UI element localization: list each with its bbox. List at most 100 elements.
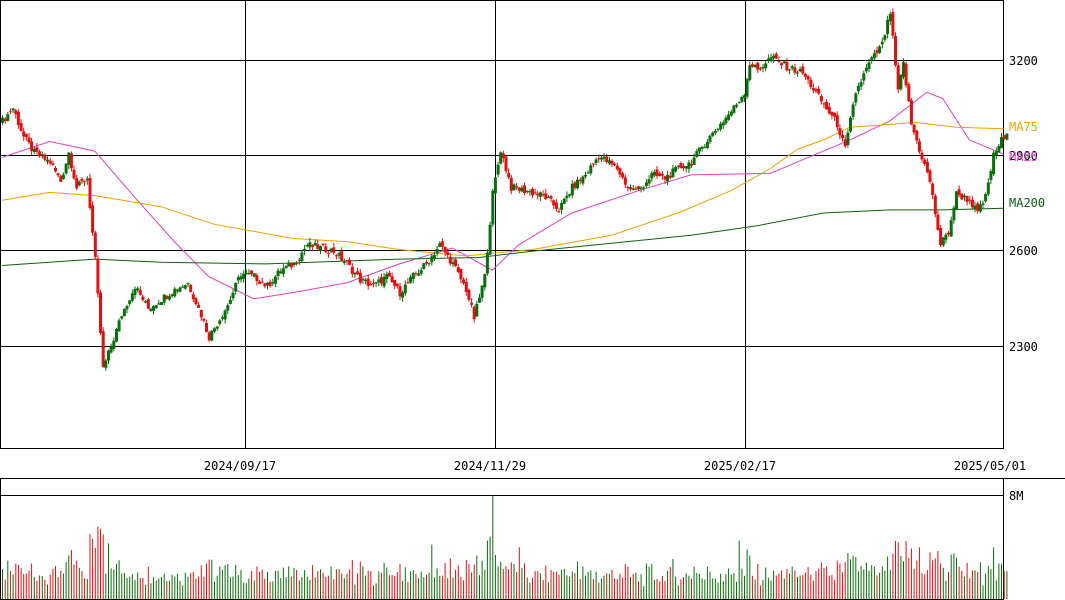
candle bbox=[666, 170, 670, 186]
candle bbox=[35, 143, 39, 155]
candle-body bbox=[244, 272, 248, 274]
candle bbox=[875, 46, 879, 58]
volume-bar bbox=[131, 574, 133, 599]
volume-bar bbox=[232, 576, 234, 599]
candle-body bbox=[273, 276, 277, 284]
candle-body bbox=[827, 106, 831, 114]
volume-bar bbox=[28, 570, 30, 599]
candle bbox=[626, 185, 630, 192]
candle-body bbox=[337, 253, 341, 256]
candle-body bbox=[353, 272, 357, 275]
candle-body bbox=[411, 273, 415, 280]
candle bbox=[944, 232, 948, 244]
candle-body bbox=[724, 117, 728, 124]
candle bbox=[242, 270, 246, 283]
candle bbox=[973, 201, 977, 213]
candle bbox=[827, 102, 831, 115]
candle-body bbox=[713, 131, 717, 133]
candle-body bbox=[790, 66, 794, 69]
candle-body bbox=[266, 282, 269, 286]
candle-body bbox=[748, 65, 752, 80]
volume-bar bbox=[958, 566, 960, 599]
candle bbox=[888, 11, 892, 25]
candle bbox=[843, 135, 847, 148]
candle bbox=[273, 275, 277, 288]
candle-body bbox=[528, 191, 532, 193]
candle-body bbox=[321, 243, 325, 246]
candle bbox=[165, 295, 169, 300]
candle bbox=[260, 277, 264, 284]
candle-body bbox=[697, 147, 701, 152]
candle-body bbox=[72, 169, 76, 179]
volume-bar bbox=[918, 547, 920, 600]
volume-bar bbox=[908, 558, 910, 599]
candle bbox=[218, 318, 222, 326]
volume-bar bbox=[722, 581, 724, 599]
volume-bar bbox=[659, 581, 661, 599]
candle-body bbox=[570, 183, 574, 196]
candle bbox=[104, 358, 108, 371]
candle bbox=[976, 201, 980, 214]
candle-body bbox=[851, 104, 855, 117]
candle bbox=[830, 111, 834, 120]
candle-body bbox=[862, 73, 866, 81]
candle-body bbox=[157, 303, 161, 305]
volume-bar bbox=[354, 584, 356, 599]
candle bbox=[27, 133, 31, 145]
candle bbox=[154, 304, 158, 309]
candle-body bbox=[623, 177, 627, 185]
volume-bar bbox=[139, 577, 141, 599]
candle-body bbox=[1, 117, 4, 123]
candle-body bbox=[117, 320, 121, 332]
volume-bar bbox=[532, 578, 533, 599]
volume-bar bbox=[73, 564, 75, 599]
candle-body bbox=[361, 278, 365, 281]
candle bbox=[120, 315, 124, 321]
volume-bar bbox=[836, 560, 838, 599]
volume-bar bbox=[145, 584, 147, 599]
candle-body bbox=[605, 156, 609, 163]
candle bbox=[902, 58, 905, 80]
candle-body bbox=[115, 329, 118, 342]
candle bbox=[236, 275, 240, 284]
legend-ma25: MA25 bbox=[1009, 150, 1038, 164]
candle-body bbox=[324, 246, 328, 253]
candle bbox=[321, 243, 325, 247]
candle-body bbox=[210, 330, 214, 341]
candle-body bbox=[85, 178, 89, 181]
candle bbox=[337, 251, 341, 260]
candle bbox=[83, 180, 87, 187]
candle-body bbox=[149, 308, 153, 312]
candle-body bbox=[480, 285, 484, 298]
candle bbox=[244, 269, 248, 275]
candle-body bbox=[387, 272, 391, 277]
candle-body bbox=[947, 232, 950, 235]
candle bbox=[175, 288, 179, 294]
candle bbox=[933, 193, 937, 218]
volume-bar bbox=[52, 568, 54, 599]
volume-bar bbox=[179, 580, 181, 599]
candle-body bbox=[133, 289, 137, 295]
volume-bar bbox=[182, 585, 184, 599]
volume-bar bbox=[216, 575, 218, 599]
candle-body bbox=[372, 282, 375, 284]
candle-body bbox=[576, 179, 579, 189]
volume-bar bbox=[680, 579, 682, 599]
candle bbox=[560, 200, 564, 215]
candle bbox=[160, 302, 163, 306]
volume-bar bbox=[476, 555, 478, 599]
candle bbox=[491, 188, 495, 227]
candle bbox=[77, 180, 81, 187]
candle-body bbox=[406, 282, 410, 284]
candle-body bbox=[989, 171, 993, 180]
candle-body bbox=[189, 284, 193, 292]
candle-body bbox=[729, 111, 733, 116]
volume-bar bbox=[116, 564, 117, 599]
candle-body bbox=[19, 123, 23, 131]
candle bbox=[719, 121, 723, 132]
candle bbox=[544, 188, 548, 200]
volume-bar bbox=[606, 573, 608, 599]
volume-bar bbox=[932, 560, 934, 599]
candle-body bbox=[443, 246, 447, 253]
volume-bar bbox=[850, 559, 851, 599]
